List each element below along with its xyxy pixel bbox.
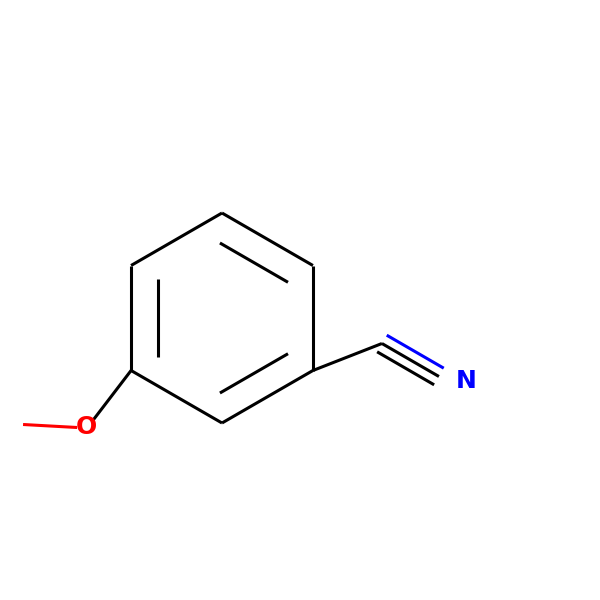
Text: O: O bbox=[76, 415, 97, 439]
Text: N: N bbox=[456, 369, 476, 394]
